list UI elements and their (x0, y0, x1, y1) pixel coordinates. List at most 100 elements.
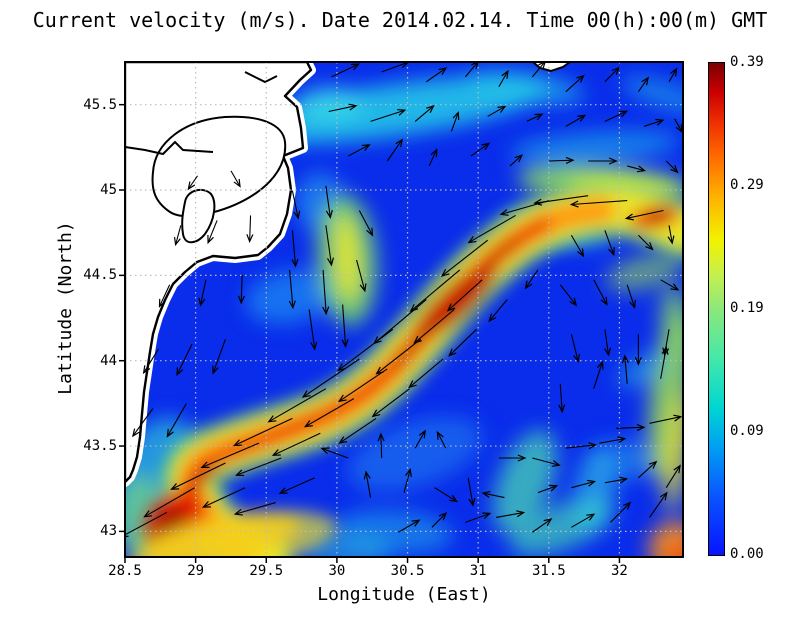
velocity-arrow (290, 269, 293, 308)
field-blob (668, 544, 683, 557)
colorbar-tick-label: 0.19 (730, 300, 764, 316)
velocity-arrow (303, 358, 360, 397)
velocity-arrow (565, 115, 585, 127)
velocity-arrow (665, 466, 680, 488)
velocity-arrow (144, 348, 159, 373)
x-tick-label: 29 (187, 563, 205, 579)
velocity-arrow (559, 284, 576, 305)
velocity-arrow (347, 145, 369, 157)
velocity-arrow (269, 388, 327, 422)
velocity-arrow (236, 457, 282, 475)
velocity-arrow (431, 513, 446, 528)
velocity-arrow (241, 274, 242, 303)
quiver-arrows (125, 62, 683, 537)
velocity-arrow (437, 432, 447, 449)
velocity-arrow (403, 469, 410, 493)
velocity-arrow (593, 362, 603, 389)
colorbar-tick-label: 0.00 (730, 546, 764, 562)
velocity-arrow (434, 487, 457, 502)
velocity-arrow (665, 160, 677, 172)
velocity-arrow (448, 279, 483, 311)
velocity-arrow (637, 462, 656, 479)
velocity-arrow (625, 356, 627, 384)
velocity-arrow (414, 431, 425, 449)
y-axis-label: Latitude (North) (55, 221, 76, 395)
y-tick-label: 43 (100, 523, 117, 540)
x-tick-label: 28.5 (108, 563, 142, 579)
velocity-arrow (626, 209, 664, 219)
velocity-arrow (426, 68, 446, 83)
x-tick-label: 30 (328, 563, 346, 579)
x-tick-label: 30.5 (390, 563, 425, 579)
velocity-arrow (428, 150, 437, 167)
velocity-arrow (668, 69, 677, 83)
field-blob (465, 69, 585, 105)
colorbar (708, 62, 725, 556)
velocity-arrow (280, 477, 315, 493)
velocity-arrow (605, 329, 609, 355)
velocity-arrow (674, 118, 683, 132)
velocity-arrow (308, 309, 315, 350)
velocity-arrow (414, 309, 455, 343)
velocity-arrow (172, 462, 226, 489)
velocity-arrow (366, 472, 372, 498)
velocity-arrow (604, 111, 627, 122)
velocity-arrow (409, 358, 444, 387)
velocity-arrow (649, 417, 681, 424)
velocity-arrow (398, 520, 419, 533)
field-blob (660, 286, 683, 362)
velocity-arrow (565, 76, 584, 93)
velocity-arrow (358, 210, 372, 236)
velocity-arrow (202, 442, 260, 467)
velocity-arrow (537, 486, 557, 494)
velocity-arrow (411, 269, 461, 311)
y-tick-label: 44 (100, 352, 117, 369)
velocity-arrow (325, 225, 332, 265)
velocity-arrow (235, 502, 276, 515)
x-tick-label: 31.5 (531, 563, 566, 579)
velocity-arrow (626, 284, 634, 308)
velocity-arrow (381, 62, 408, 73)
velocity-arrow (660, 347, 667, 379)
field-blob (595, 440, 655, 480)
velocity-arrow (291, 190, 298, 218)
velocity-arrow (489, 299, 508, 321)
field-blob (245, 270, 335, 324)
colorbar-tick-label: 0.39 (730, 54, 764, 70)
velocity-arrow (273, 432, 321, 455)
velocity-arrow (571, 514, 594, 528)
velocity-arrow (381, 434, 382, 459)
velocity-arrow (331, 64, 358, 78)
velocity-arrow (465, 513, 489, 523)
field-blob (510, 130, 680, 164)
y-tick-label: 43.5 (83, 438, 117, 455)
colorbar-tick-label: 0.09 (730, 423, 764, 439)
velocity-arrow (469, 214, 516, 242)
axis-ticks (119, 103, 621, 563)
field-blob (241, 76, 549, 144)
velocity-arrow (669, 225, 672, 243)
velocity-arrow (125, 511, 168, 536)
velocity-arrow (322, 448, 349, 459)
velocity-arrow (373, 388, 410, 417)
velocity-arrow (526, 269, 539, 288)
plot-frame (124, 61, 684, 558)
velocity-arrow (570, 334, 578, 361)
chart-title: Current velocity (m/s). Date 2014.02.14.… (32, 8, 768, 32)
velocity-arrow (660, 279, 678, 290)
velocity-arrow (449, 328, 477, 355)
velocity-arrow (230, 170, 240, 187)
velocity-arrow (565, 445, 596, 448)
velocity-arrow (604, 479, 627, 483)
velocity-arrow (213, 339, 226, 373)
velocity-arrow (637, 78, 648, 93)
velocity-arrow (470, 143, 489, 157)
velocity-arrow (487, 106, 505, 117)
velocity-arrow (593, 279, 607, 305)
lagoon-contour (181, 188, 216, 244)
x-tick-label: 32 (610, 563, 628, 579)
velocity-arrow (509, 155, 522, 167)
velocity-arrow (133, 408, 154, 437)
y-tick-label: 44.5 (83, 267, 117, 284)
velocity-arrow (643, 120, 663, 127)
